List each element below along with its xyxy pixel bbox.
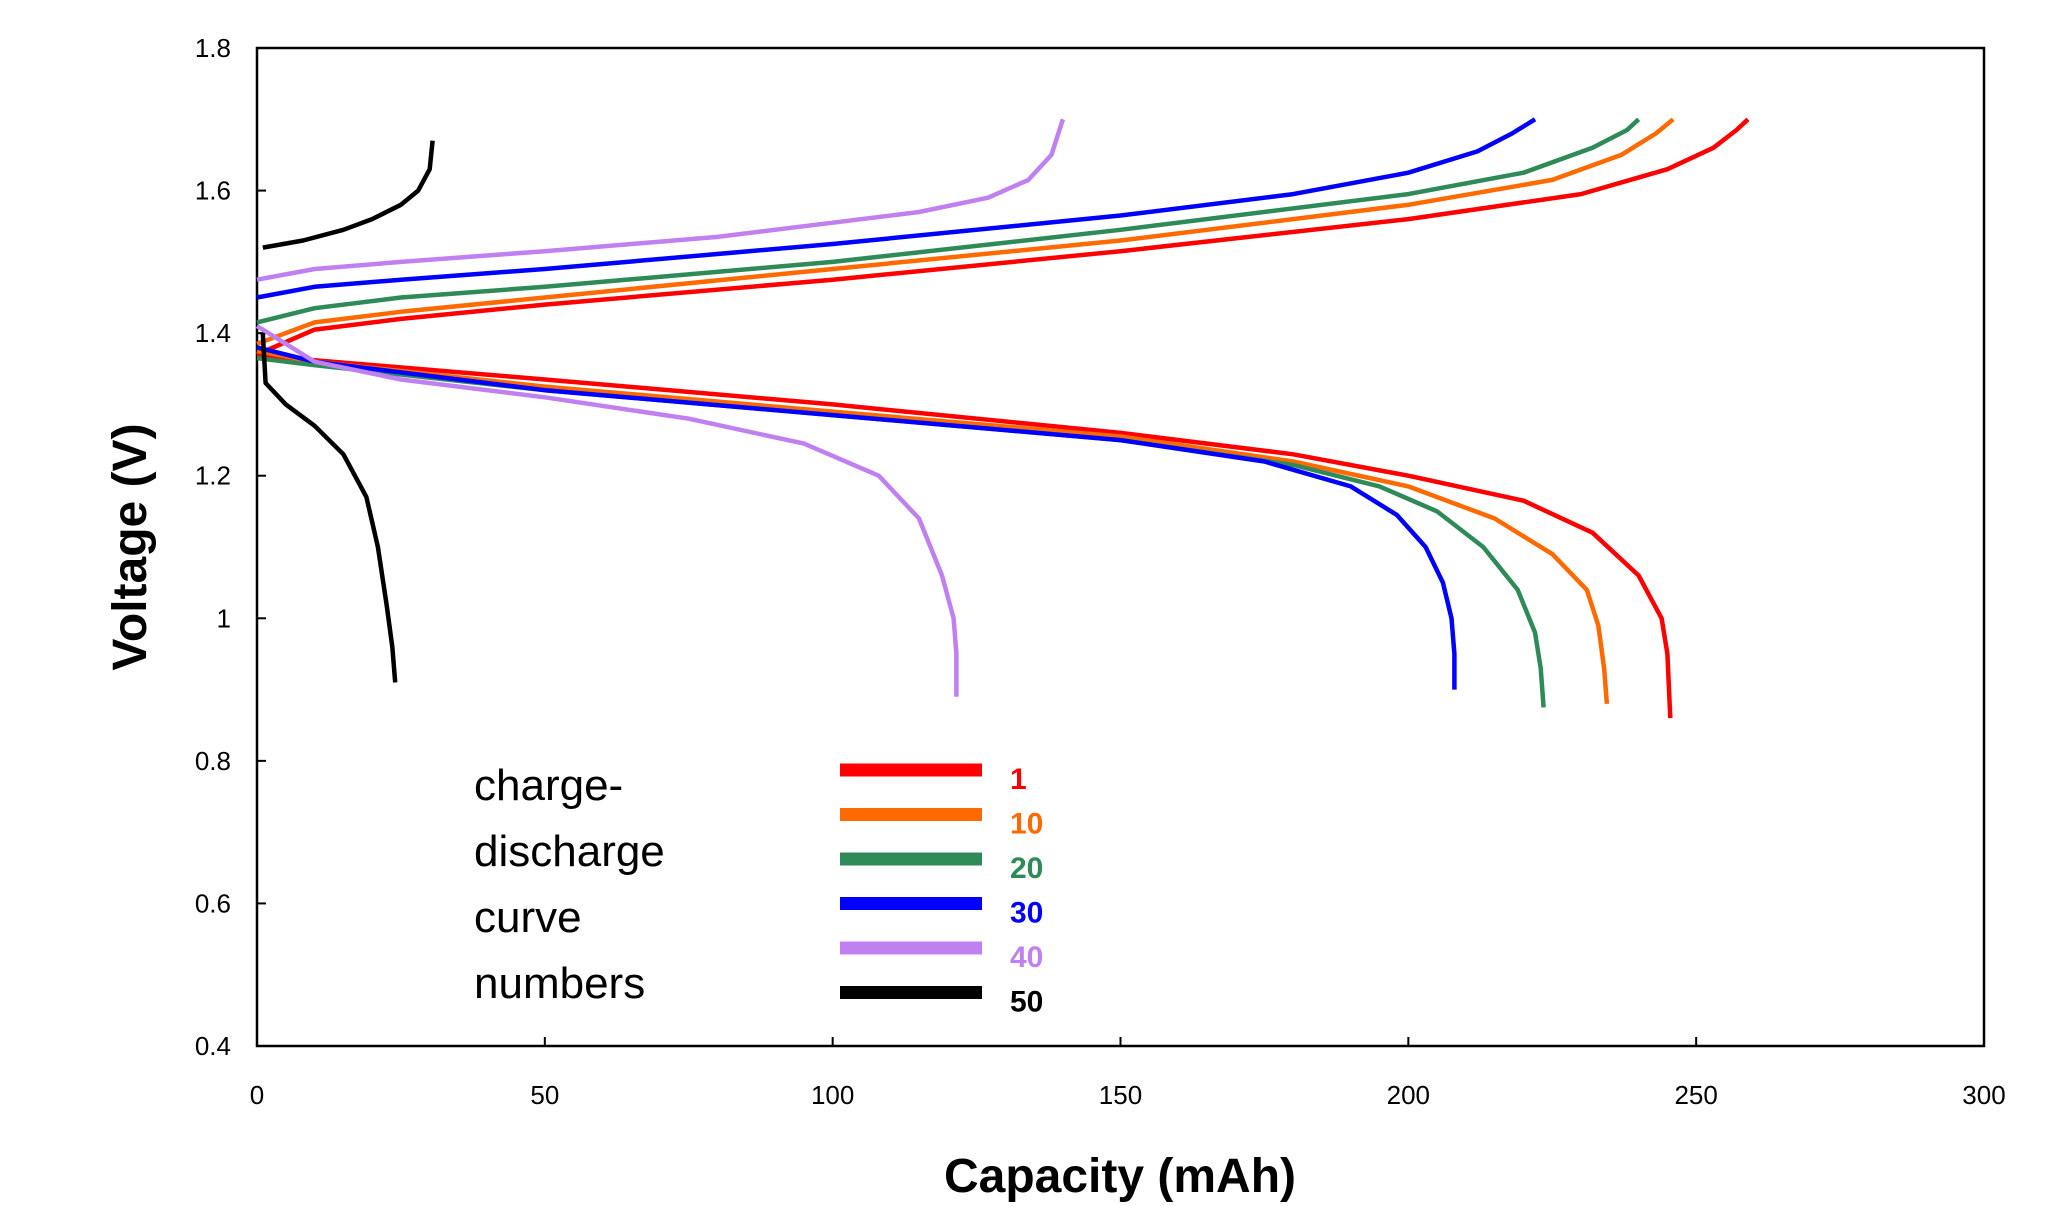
legend-label-50: 50: [1010, 986, 1043, 1019]
series-10-charge-line: [256, 117, 1675, 346]
y-tick-label: 0.8: [195, 746, 231, 776]
legend-title-line-3: curve: [474, 893, 582, 942]
legend-label-1: 1: [1010, 763, 1027, 796]
y-tick-label: 0.4: [195, 1031, 231, 1061]
series-30-charge-line: [256, 117, 1537, 300]
series-10-discharge-line: [256, 348, 1610, 704]
legend-label-20: 20: [1010, 852, 1043, 885]
legend-title-line-2: discharge: [474, 827, 665, 876]
legend-label-10: 10: [1010, 808, 1043, 841]
y-axis-title: Voltage (V): [104, 423, 157, 670]
x-tick-label: 250: [1674, 1080, 1717, 1110]
x-axis-ticks: 0 50 100 150 200 250 300: [250, 1037, 2006, 1110]
legend-title-line-1: charge-: [474, 761, 623, 810]
x-tick-label: 150: [1099, 1080, 1142, 1110]
series-40-discharge-line: [255, 324, 959, 697]
series-20-charge-line: [256, 117, 1641, 325]
x-tick-label: 200: [1387, 1080, 1430, 1110]
series-30-discharge-line: [256, 345, 1457, 690]
series-layer: [255, 117, 1750, 719]
y-tick-label: 1.2: [195, 461, 231, 491]
y-tick-label: 1: [217, 603, 231, 633]
x-axis-title: Capacity (mAh): [944, 1150, 1296, 1203]
series-50-discharge-line: [260, 332, 398, 683]
legend-label-30: 30: [1010, 897, 1043, 930]
legend-entries: 1 10 20 30 40 50: [840, 763, 1043, 1019]
series-40-charge-line: [256, 118, 1066, 282]
legend-title-line-4: numbers: [474, 959, 645, 1008]
x-tick-label: 100: [811, 1080, 854, 1110]
y-axis-ticks: 0.4 0.6 0.8 1 1.2 1.4 1.6 1.8: [195, 33, 266, 1061]
legend-label-40: 40: [1010, 941, 1043, 974]
y-tick-label: 1.6: [195, 176, 231, 206]
y-tick-label: 1.8: [195, 33, 231, 63]
series-1-discharge-line: [256, 352, 1673, 719]
series-50-charge-line: [262, 140, 435, 250]
series-1-charge-line: [256, 117, 1750, 357]
x-tick-label: 300: [1962, 1080, 2005, 1110]
legend: charge- discharge curve numbers 1 10 20 30 4…: [474, 761, 1043, 1019]
y-tick-label: 1.4: [195, 318, 231, 348]
x-tick-label: 0: [250, 1080, 264, 1110]
y-tick-label: 0.6: [195, 888, 231, 918]
x-tick-label: 50: [530, 1080, 559, 1110]
